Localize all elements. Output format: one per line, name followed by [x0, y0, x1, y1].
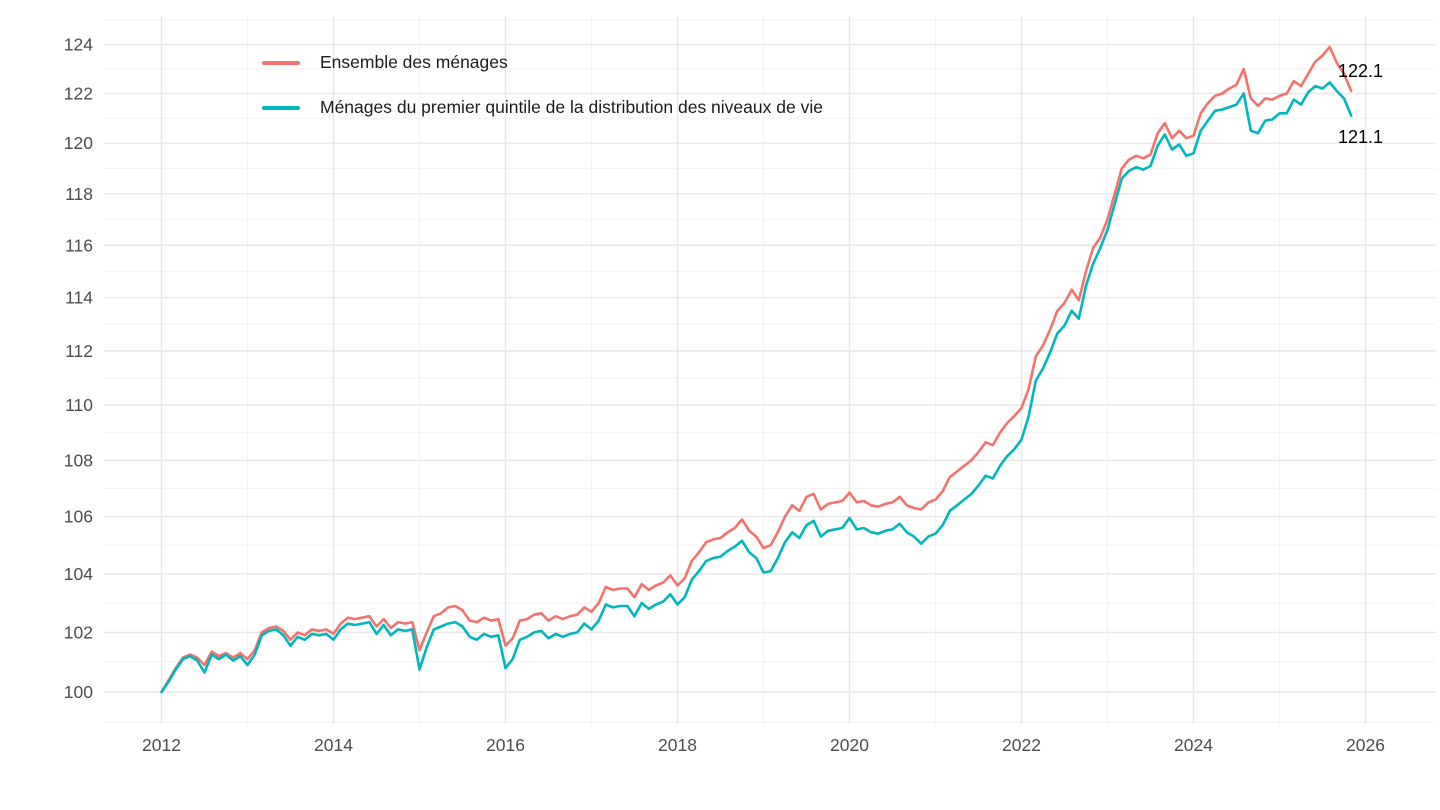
line-ensemble — [160, 45, 1353, 694]
legend-line-swatch-ensemble — [262, 60, 300, 65]
end-value-label-ensemble: 122.1 — [1338, 61, 1384, 81]
y-axis-tick-label: 114 — [65, 288, 93, 308]
y-axis-tick-label: 106 — [64, 507, 93, 527]
legend-item-quintile1: Ménages du premier quintile de la distri… — [262, 95, 823, 120]
legend-item-ensemble: Ensemble des ménages — [262, 50, 823, 75]
y-axis-tick-label: 100 — [64, 682, 93, 702]
y-axis-tick-label: 108 — [64, 450, 93, 470]
y-axis-tick-label: 118 — [65, 184, 93, 204]
y-axis-tick-label: 104 — [64, 564, 93, 584]
x-axis-tick-label: 2022 — [1002, 735, 1041, 755]
legend-label-quintile1: Ménages du premier quintile de la distri… — [320, 97, 823, 117]
y-axis-tick-label: 120 — [64, 133, 93, 153]
y-axis-tick-label: 110 — [65, 395, 93, 415]
y-axis-tick-label: 112 — [65, 341, 93, 361]
y-axis-tick-label: 102 — [64, 622, 93, 642]
legend: Ensemble des ménages Ménages du premier … — [262, 50, 823, 140]
legend-line-swatch-quintile1 — [262, 105, 300, 110]
x-axis-tick-label: 2026 — [1346, 735, 1385, 755]
x-axis-tick-label: 2016 — [486, 735, 525, 755]
end-value-label-quintile1: 121.1 — [1338, 127, 1384, 147]
y-axis-tick-label: 116 — [65, 235, 93, 255]
x-axis-tick-label: 2012 — [142, 735, 181, 755]
legend-label-ensemble: Ensemble des ménages — [320, 52, 508, 72]
x-axis-tick-label: 2020 — [830, 735, 869, 755]
x-axis-tick-label: 2018 — [658, 735, 697, 755]
y-axis-tick-label: 124 — [64, 35, 93, 55]
x-axis-tick-label: 2024 — [1174, 735, 1213, 755]
y-axis-tick-label: 122 — [64, 83, 93, 103]
x-axis-tick-label: 2014 — [314, 735, 353, 755]
line-quintile1 — [160, 81, 1353, 694]
